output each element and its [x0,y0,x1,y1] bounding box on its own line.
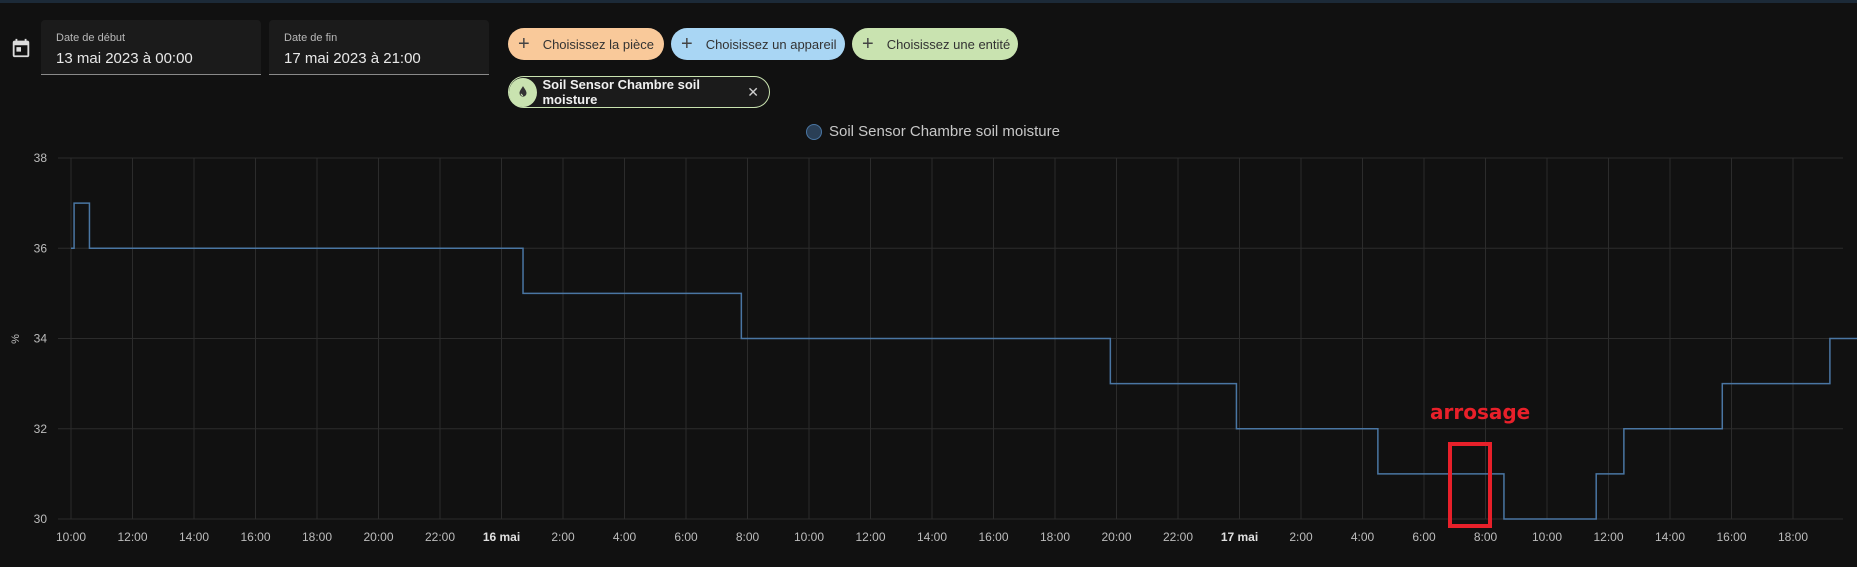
annotation-box [1448,442,1492,528]
plus-icon: + [862,33,874,55]
x-tick-label: 14:00 [179,530,209,544]
x-tick-label: 6:00 [1412,530,1436,544]
x-tick-label: 18:00 [1040,530,1070,544]
annotation-label: arrosage [1430,400,1531,424]
close-icon[interactable]: ✕ [747,83,759,100]
x-tick-label: 8:00 [736,530,760,544]
selected-entity-chip[interactable]: Soil Sensor Chambre soil moisture ✕ [508,76,770,108]
x-tick-label: 16:00 [1716,530,1746,544]
x-tick-label: 18:00 [1778,530,1808,544]
y-tick-label: 34 [34,332,48,346]
series-line [71,202,1857,520]
x-tick-label: 22:00 [1163,530,1193,544]
start-date-label: Date de début [56,32,126,44]
chart-legend[interactable]: Soil Sensor Chambre soil moisture [806,123,1060,140]
x-tick-label: 10:00 [56,530,86,544]
x-tick-label: 12:00 [117,530,147,544]
x-tick-label: 18:00 [302,530,332,544]
plus-icon: + [518,33,530,55]
legend-swatch [806,123,822,140]
x-tick-label: 14:00 [917,530,947,544]
x-tick-label: 14:00 [1655,530,1685,544]
choose-device-button[interactable]: + Choisissez un appareil [671,28,845,60]
x-tick-label: 12:00 [1593,530,1623,544]
choose-entity-button[interactable]: + Choisissez une entité [852,28,1018,60]
choose-room-button[interactable]: + Choisissez la pièce [508,28,664,60]
x-tick-label: 16:00 [978,530,1008,544]
end-date-label: Date de fin [284,32,338,44]
x-tick-label: 10:00 [1532,530,1562,544]
y-tick-label: 38 [34,151,48,165]
x-tick-label: 12:00 [855,530,885,544]
end-date-field[interactable]: Date de fin 17 mai 2023 à 21:00 [269,20,489,75]
calendar-icon[interactable] [10,37,32,59]
x-tick-label: 20:00 [1101,530,1131,544]
y-tick-label: 36 [34,241,48,255]
x-tick-label: 4:00 [613,530,637,544]
x-tick-label: 16 mai [483,530,520,544]
y-axis-label: % [10,334,22,344]
choose-room-label: Choisissez la pièce [542,36,654,52]
x-tick-label: 16:00 [240,530,270,544]
x-tick-label: 10:00 [794,530,824,544]
x-tick-label: 8:00 [1474,530,1498,544]
y-tick-label: 30 [34,512,48,526]
legend-label: Soil Sensor Chambre soil moisture [829,123,1060,140]
x-tick-label: 2:00 [551,530,575,544]
x-tick-label: 17 mai [1221,530,1258,544]
plus-icon: + [681,33,693,55]
x-tick-label: 22:00 [425,530,455,544]
choose-entity-label: Choisissez une entité [886,36,1011,52]
end-date-value: 17 mai 2023 à 21:00 [284,50,421,67]
top-border [0,0,1857,3]
choose-device-label: Choisissez un appareil [705,36,837,52]
x-tick-label: 6:00 [674,530,698,544]
x-tick-label: 2:00 [1289,530,1313,544]
x-tick-label: 4:00 [1351,530,1375,544]
x-tick-label: 20:00 [363,530,393,544]
selected-entity-label: Soil Sensor Chambre soil moisture [542,77,701,107]
y-tick-label: 32 [34,422,48,436]
start-date-value: 13 mai 2023 à 00:00 [56,50,193,67]
start-date-field[interactable]: Date de début 13 mai 2023 à 00:00 [41,20,261,75]
water-drop-icon [509,77,537,107]
